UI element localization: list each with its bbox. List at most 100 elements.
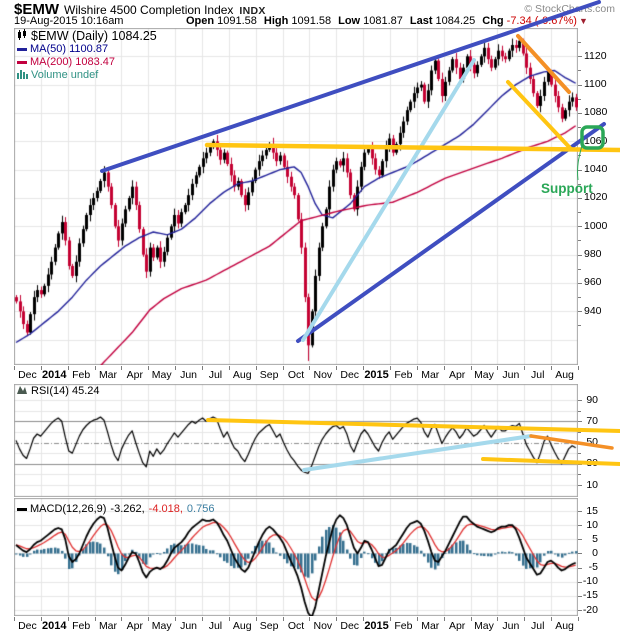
month-tick [121,617,123,621]
axis-tick-label: 1040 [584,163,608,176]
axis-tick-label: 5 [592,532,598,545]
low-value: 1081.87 [363,15,403,27]
axis-tick-label: 980 [584,248,602,261]
axis-tick [578,212,581,213]
month-label: Dec [18,620,37,632]
month-tick [336,366,338,370]
rsi-legend: RSI(14) 45.24 [17,385,99,398]
axis-tick [578,411,581,412]
chg-label: Chg [482,15,504,27]
month-tick [470,617,472,621]
chg-value: -7.34 (-0.67%) [506,15,577,27]
axis-tick-label: 10 [586,478,598,491]
month-label: Aug [232,369,252,381]
axis-tick [578,283,582,284]
month-label: Jun [502,620,520,632]
month-tick [175,617,177,621]
axis-tick [578,297,581,298]
volume-legend-text: Volume undef [31,69,99,81]
month-label: Mar [421,620,440,632]
month-label: Aug [555,369,574,381]
macd-hist-value: 0.756 [186,503,215,515]
month-label: Nov [313,620,333,632]
axis-tick [578,70,581,71]
axis-tick-label: 1080 [584,106,608,119]
month-label: Aug [232,620,252,632]
month-label: Aug [555,620,574,632]
month-tick [578,617,579,621]
axis-tick [578,432,581,433]
month-label: Dec [18,369,37,381]
month-tick [148,366,150,370]
month-tick [282,366,284,370]
month-label: Feb [72,620,91,632]
month-tick [497,617,499,621]
axis-tick-label: 50 [586,436,598,448]
month-label: Mar [98,369,118,381]
axis-tick [578,85,582,86]
quote-line: 19-Aug-2015 10:16am Open 1091.58 High 1091.5… [14,15,614,28]
month-tick [497,366,499,370]
axis-tick-label: 1100 [584,78,607,91]
price-legend: $EMW (Daily) 1084.25 MA(50) 1100.87 MA(2… [17,29,157,82]
month-label: Sep [259,620,279,632]
axis-tick [578,155,581,156]
month-tick [363,617,365,621]
open-value: 1091.58 [217,15,257,27]
month-tick [524,617,526,621]
stockcharts-copyright: © StockCharts.com [524,3,615,15]
month-tick [443,366,445,370]
month-tick [67,617,69,621]
month-tick [148,617,150,621]
axis-tick [578,525,582,526]
macd-name: MACD(12,26,9) [30,503,107,515]
high-value: 1091.58 [291,15,332,27]
axis-tick-label: 1120 [584,49,607,62]
month-tick [228,366,230,370]
ma50-legend-text: MA(50) 1100.87 [30,43,109,55]
ma50-line-icon [17,48,27,51]
axis-tick-label: -15 [582,589,598,602]
month-tick [416,617,418,621]
candlestick-icon [17,29,28,44]
axis-tick [578,453,581,454]
ma200-legend-text: MA(200) 1083.47 [30,56,115,68]
axis-tick-label: 1000 [584,219,608,232]
month-label: Apr [126,620,144,632]
rsi-panel-canvas [14,384,578,497]
last-label: Last [409,15,433,27]
month-label: Dec [340,369,360,381]
month-label: 2014 [42,620,67,632]
axis-tick-label: 15 [586,504,598,517]
month-tick [443,617,445,621]
low-label: Low [338,15,361,27]
month-tick [309,617,311,621]
month-label: Jul [530,620,545,632]
month-tick [390,366,391,370]
axis-tick-label: -5 [588,561,598,574]
month-tick [551,366,553,370]
month-tick [524,366,526,370]
axis-tick-label: 1060 [584,134,608,147]
month-label: Oct [287,369,305,381]
month-tick [40,366,42,370]
month-label: Jul [530,369,545,381]
last-value: 1084.25 [435,15,476,27]
macd-signal-value: -4.018, [148,503,183,515]
month-label: Apr [448,369,466,381]
axis-tick [578,141,582,142]
rsi-legend-text: RSI(14) 45.24 [31,385,100,397]
month-tick [416,366,418,370]
month-label: Jun [180,620,198,632]
macd-legend: MACD(12,26,9) -3.262, -4.018, 0.756 [17,503,214,516]
month-tick [551,617,553,621]
month-label: Oct [287,620,305,632]
axis-tick-label: 70 [586,414,598,427]
month-label: May [151,620,172,632]
axis-tick [578,400,582,401]
axis-tick [578,485,582,486]
month-label: Jun [502,369,520,381]
axis-tick [578,56,582,57]
axis-tick [578,170,582,171]
month-label: May [474,369,494,381]
